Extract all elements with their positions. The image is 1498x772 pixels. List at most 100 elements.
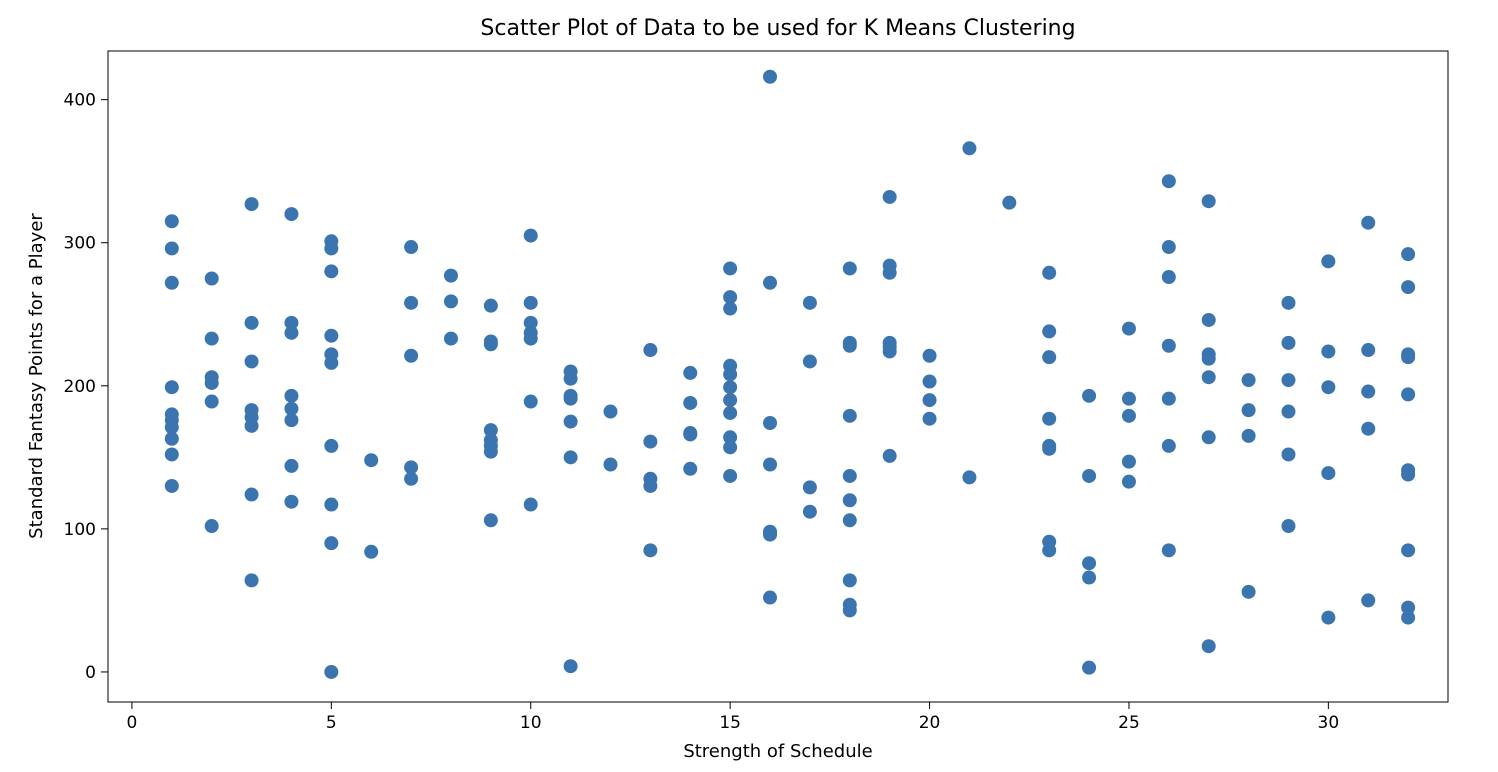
data-point	[842, 493, 857, 508]
data-point	[164, 431, 179, 446]
data-point	[443, 331, 458, 346]
data-point	[404, 295, 419, 310]
data-point	[1281, 335, 1296, 350]
data-point	[842, 408, 857, 423]
data-point	[763, 416, 778, 430]
data-point	[1042, 265, 1057, 280]
data-point	[763, 590, 778, 605]
data-point	[723, 261, 738, 276]
data-point	[922, 411, 937, 426]
data-point	[1121, 391, 1136, 406]
data-point	[1042, 324, 1057, 339]
y-tick-label: 0	[85, 663, 96, 683]
data-point	[523, 315, 538, 330]
data-point	[1161, 174, 1176, 189]
data-point	[523, 331, 538, 346]
data-point	[204, 375, 219, 390]
y-tick-label: 200	[64, 377, 96, 397]
data-point	[1161, 240, 1176, 255]
data-point	[723, 468, 738, 483]
data-point	[763, 457, 778, 472]
data-point	[1321, 466, 1336, 481]
data-point	[443, 294, 458, 309]
data-point	[523, 295, 538, 310]
data-point	[563, 450, 578, 465]
data-point	[483, 298, 498, 313]
data-point	[1121, 454, 1136, 469]
data-point	[204, 519, 219, 534]
data-point	[723, 301, 738, 316]
data-point	[603, 404, 618, 419]
data-point	[1281, 295, 1296, 310]
data-point	[882, 189, 897, 204]
chart-title: Scatter Plot of Data to be used for K Me…	[480, 16, 1075, 41]
data-point	[842, 573, 857, 588]
data-point	[643, 343, 658, 358]
data-point	[523, 394, 538, 409]
data-point	[1361, 384, 1376, 399]
data-point	[723, 430, 738, 445]
data-point	[404, 348, 419, 363]
data-point	[1042, 441, 1057, 456]
data-point	[244, 487, 259, 502]
y-tick-label: 100	[64, 520, 96, 540]
x-tick-label: 10	[520, 713, 542, 733]
data-point	[922, 348, 937, 363]
data-point	[1082, 660, 1097, 675]
data-point	[404, 240, 419, 255]
data-point	[1241, 584, 1256, 599]
data-point	[842, 513, 857, 528]
data-point	[244, 354, 259, 369]
data-point	[404, 460, 419, 475]
data-point	[1042, 543, 1057, 558]
data-point	[1281, 447, 1296, 462]
data-point	[1082, 468, 1097, 483]
x-tick-label: 0	[127, 713, 138, 733]
data-point	[443, 268, 458, 283]
data-point	[1082, 570, 1097, 585]
data-point	[1401, 387, 1416, 402]
data-point	[1321, 254, 1336, 269]
data-point	[164, 478, 179, 493]
data-point	[1401, 350, 1416, 365]
data-point	[1241, 403, 1256, 418]
x-tick-label: 15	[719, 713, 741, 733]
data-point	[284, 458, 299, 473]
data-point	[164, 420, 179, 435]
data-point	[1082, 556, 1097, 571]
data-point	[1121, 321, 1136, 336]
data-point	[324, 536, 339, 551]
x-tick-label: 30	[1318, 713, 1340, 733]
data-point	[723, 440, 738, 455]
data-point	[802, 504, 817, 519]
points-layer	[164, 69, 1416, 679]
data-point	[842, 261, 857, 276]
data-point	[1201, 351, 1216, 366]
data-point	[683, 365, 698, 380]
data-point	[1042, 350, 1057, 365]
data-point	[842, 338, 857, 353]
data-point	[483, 513, 498, 528]
data-point	[763, 527, 778, 542]
data-point	[922, 374, 937, 389]
data-point	[284, 494, 299, 509]
plot-area-frame	[107, 50, 1449, 703]
data-point	[164, 447, 179, 462]
data-point	[284, 315, 299, 330]
data-point	[802, 480, 817, 495]
data-point	[563, 391, 578, 406]
data-point	[483, 444, 498, 459]
data-point	[723, 367, 738, 382]
data-point	[723, 405, 738, 420]
data-point	[324, 664, 339, 679]
data-point	[603, 457, 618, 472]
data-point	[284, 207, 299, 222]
data-point	[683, 461, 698, 476]
data-point	[1201, 430, 1216, 445]
data-point	[563, 659, 578, 674]
data-point	[284, 401, 299, 416]
data-point	[1401, 280, 1416, 295]
data-point	[723, 393, 738, 408]
data-point	[364, 453, 379, 468]
data-point	[763, 275, 778, 290]
